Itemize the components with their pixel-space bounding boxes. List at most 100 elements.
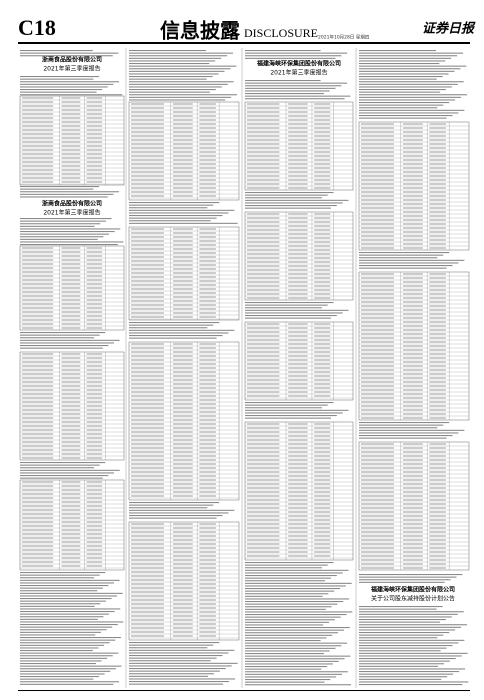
text-line [129, 50, 206, 52]
cell-text [247, 427, 280, 429]
cell-text [403, 555, 423, 557]
text-line [20, 244, 118, 246]
cell-text [173, 236, 193, 238]
cell-text [199, 252, 216, 254]
cell-text [131, 375, 164, 377]
text-line [359, 624, 468, 626]
table [19, 245, 125, 331]
text-line [245, 585, 346, 587]
cell-text [403, 195, 423, 197]
article-company: 浙商食品股份有限公司 [42, 200, 102, 208]
text-line [20, 663, 96, 665]
cell-text [403, 417, 423, 419]
table [128, 341, 240, 501]
cell-text [247, 539, 280, 541]
text-line [20, 78, 94, 80]
cell-text [199, 395, 216, 397]
cell-text [131, 523, 164, 525]
cell-text [247, 515, 280, 517]
text-line [20, 347, 103, 349]
text-line [20, 621, 124, 623]
cell-text [314, 103, 331, 105]
cell-text [314, 535, 331, 537]
cell-text [314, 495, 331, 497]
text-line [245, 412, 343, 414]
cell-text [22, 357, 54, 359]
cell-text [86, 425, 103, 427]
cell-text [429, 503, 446, 505]
cell-text [314, 447, 331, 449]
cell-text [131, 288, 164, 290]
text-line [129, 209, 235, 211]
cell-text [131, 300, 164, 302]
cell-text [361, 147, 394, 149]
cell-text [288, 123, 308, 125]
text-line [359, 678, 442, 680]
cell-text [288, 147, 308, 149]
text-line [245, 619, 335, 621]
cell-text [288, 387, 308, 389]
text-line [359, 681, 469, 683]
text-line [359, 574, 463, 576]
cell-text [199, 159, 216, 161]
cell-text [403, 131, 423, 133]
text-line [129, 204, 214, 206]
cell-text [288, 479, 308, 481]
cell-text [86, 389, 103, 391]
cell-text [429, 471, 446, 473]
cell-text [86, 549, 103, 551]
cell-text [361, 305, 394, 307]
cell-text [173, 631, 193, 633]
cell-text [429, 401, 446, 403]
text-line [245, 632, 339, 634]
text-line [359, 76, 443, 78]
cell-text [403, 451, 423, 453]
cell-text [131, 391, 164, 393]
text-line [20, 585, 109, 587]
cell-text [288, 435, 308, 437]
cell-text [288, 171, 308, 173]
cell-text [361, 547, 394, 549]
cell-text [173, 439, 193, 441]
date: 2021年10月28日 星期四 [318, 34, 370, 41]
cell-text [199, 371, 216, 373]
cell-text [361, 159, 394, 161]
cell-text [429, 479, 446, 481]
cell-text [429, 369, 446, 371]
cell-text [361, 455, 394, 457]
cell-text [361, 325, 394, 327]
cell-text [173, 531, 193, 533]
cell-text [86, 149, 103, 151]
text-line [245, 666, 328, 668]
cell-text [173, 147, 193, 149]
text-line [20, 186, 100, 188]
cell-text [288, 547, 308, 549]
cell-text [361, 345, 394, 347]
cell-text [173, 288, 193, 290]
cell-text [403, 515, 423, 517]
cell-text [61, 409, 81, 411]
cell-text [61, 255, 81, 257]
cell-text [403, 273, 423, 275]
text-line [129, 647, 208, 649]
cell-text [199, 547, 216, 549]
text-line [20, 618, 98, 620]
text-line [359, 432, 459, 434]
cell-text [247, 265, 280, 267]
cell-text [403, 187, 423, 189]
cell-text [131, 559, 164, 561]
cell-text [247, 293, 280, 295]
cell-text [314, 151, 331, 153]
cell-text [173, 599, 193, 601]
cell-text [247, 359, 280, 361]
cell-text [361, 409, 394, 411]
cell-text [22, 553, 54, 555]
cell-text [429, 523, 446, 525]
cell-text [61, 537, 81, 539]
cell-text [61, 267, 81, 269]
cell-text [429, 463, 446, 465]
cell-text [247, 459, 280, 461]
cell-text [199, 475, 216, 477]
cell-text [173, 543, 193, 545]
cell-text [131, 579, 164, 581]
